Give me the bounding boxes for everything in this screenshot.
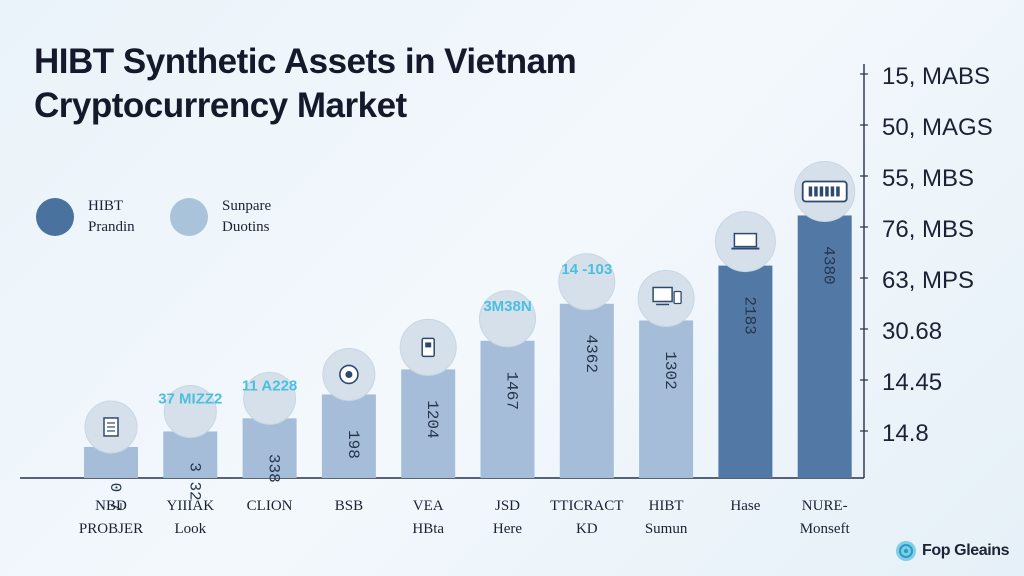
bar [321, 394, 376, 478]
chart-title: HIBT Synthetic Assets in Vietnam Cryptoc… [34, 40, 674, 128]
monitor-screen [652, 286, 673, 303]
bar [559, 303, 614, 478]
x-tick-label: JSD [495, 498, 520, 514]
server-slot [819, 186, 824, 197]
y-tick-label: 76, MBS [882, 216, 974, 243]
x-tick-label: KD [576, 521, 598, 537]
bar-value-label: 1302 [661, 351, 679, 389]
x-tick-label: Here [493, 521, 522, 537]
bar-bubble [558, 253, 616, 311]
monitor-phone [673, 290, 682, 305]
bar-value-label: 4380 [820, 246, 838, 284]
legend-label-hibt-line-2: Prandin [88, 219, 135, 235]
laptop-screen [733, 232, 758, 248]
tablet-icon [421, 337, 435, 358]
bar-value-label: 0 7 [106, 483, 124, 512]
x-tick-label: NURE- [802, 498, 848, 514]
bar-top-label: 3M38N [483, 298, 531, 315]
bar-top-label: 37 MIZZ2 [158, 390, 222, 407]
bar [718, 265, 773, 478]
y-tick-label: 15, MABS [882, 63, 990, 90]
x-tick-label: CLION [247, 498, 293, 514]
chart-title-line-2: Cryptocurrency Market [34, 86, 407, 125]
settings-icon [339, 364, 359, 385]
chart-title-line-1: HIBT Synthetic Assets in Vietnam [34, 42, 577, 81]
legend-swatch-hibt [36, 198, 74, 236]
bar-value-label: 198 [344, 430, 362, 459]
x-tick-label: VEA [413, 498, 444, 514]
x-tick-label: BSB [335, 498, 363, 514]
x-tick-label: HBta [412, 521, 444, 537]
y-tick-label: 14.45 [882, 369, 942, 396]
bar-top-label: 11 A228 [242, 377, 297, 394]
server-slot [808, 186, 813, 197]
brand-watermark: Fop Gleains [894, 538, 1010, 564]
bar-value-label: 1467 [503, 372, 521, 410]
bar [797, 215, 852, 478]
bar [401, 369, 456, 478]
bar-top-label: 14 -103 [561, 261, 612, 278]
x-tick-label: HIBT [649, 498, 684, 514]
server-slot [830, 186, 835, 197]
x-tick-label: Hase [730, 498, 760, 514]
bar-bubble [163, 384, 217, 438]
legend: HIBT Prandin Sunpare Duotins [36, 196, 316, 240]
server-slot [836, 186, 840, 197]
x-tick-label: Monseft [800, 521, 851, 537]
bar-bubble [479, 290, 536, 348]
x-tick-label: TTICRACT [550, 498, 623, 514]
server-body [801, 180, 848, 203]
server-icon [801, 180, 848, 203]
gear-hub [345, 370, 353, 378]
bar [480, 340, 535, 478]
legend-label-sunpare: Sunpare Duotins [222, 196, 271, 238]
x-tick-label: Sumun [645, 521, 688, 537]
bar-value-label: 4362 [582, 335, 600, 373]
bar-bubble [243, 371, 297, 425]
bar [639, 320, 694, 478]
bar-value-label: 1204 [423, 400, 441, 438]
bar-value-label: 3 32 [185, 462, 203, 500]
bar [242, 418, 297, 478]
y-tick-label: 14.8 [882, 420, 929, 447]
bar [163, 431, 218, 478]
legend-label-hibt-line-1: HIBT [88, 198, 123, 214]
legend-label-hibt: HIBT Prandin [88, 196, 135, 238]
x-tick-label: NBD [95, 498, 127, 514]
bar-value-label: 2183 [740, 296, 758, 334]
document-icon [103, 417, 119, 437]
legend-label-sunpare-line-1: Sunpare [222, 198, 272, 214]
brand-logo-icon [896, 541, 916, 561]
monitor-icon [652, 286, 682, 306]
brand-name: Fop Gleains [922, 542, 1010, 559]
legend-label-sunpare-line-2: Duotins [222, 219, 270, 235]
bar-value-label: 338 [265, 454, 283, 483]
y-tick-label: 63, MPS [882, 267, 974, 294]
y-tick-label: 30.68 [882, 318, 942, 345]
server-slot [814, 186, 818, 197]
x-tick-label: PROBJER [79, 521, 143, 537]
x-tick-label: Look [174, 521, 206, 537]
tablet-screen [425, 342, 432, 348]
x-tick-label: YIIIAK [167, 498, 215, 514]
y-tick-label: 50, MAGS [882, 114, 993, 141]
y-tick-label: 55, MBS [882, 165, 974, 192]
legend-swatch-sunpare [170, 198, 208, 236]
server-slot [825, 186, 829, 197]
laptop-icon [731, 232, 760, 250]
